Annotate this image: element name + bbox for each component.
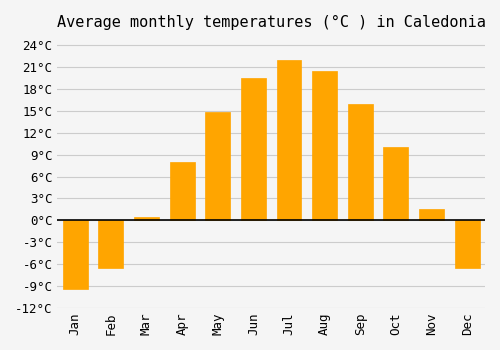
Bar: [276, 60, 301, 220]
Bar: [419, 209, 444, 220]
Bar: [454, 220, 479, 268]
Bar: [98, 220, 124, 268]
Bar: [348, 104, 372, 220]
Bar: [241, 78, 266, 220]
Bar: [134, 217, 159, 220]
Bar: [312, 71, 337, 220]
Bar: [384, 147, 408, 220]
Bar: [206, 112, 230, 220]
Bar: [170, 162, 194, 220]
Bar: [62, 220, 88, 289]
Title: Average monthly temperatures (°C ) in Caledonia: Average monthly temperatures (°C ) in Ca…: [56, 15, 486, 30]
